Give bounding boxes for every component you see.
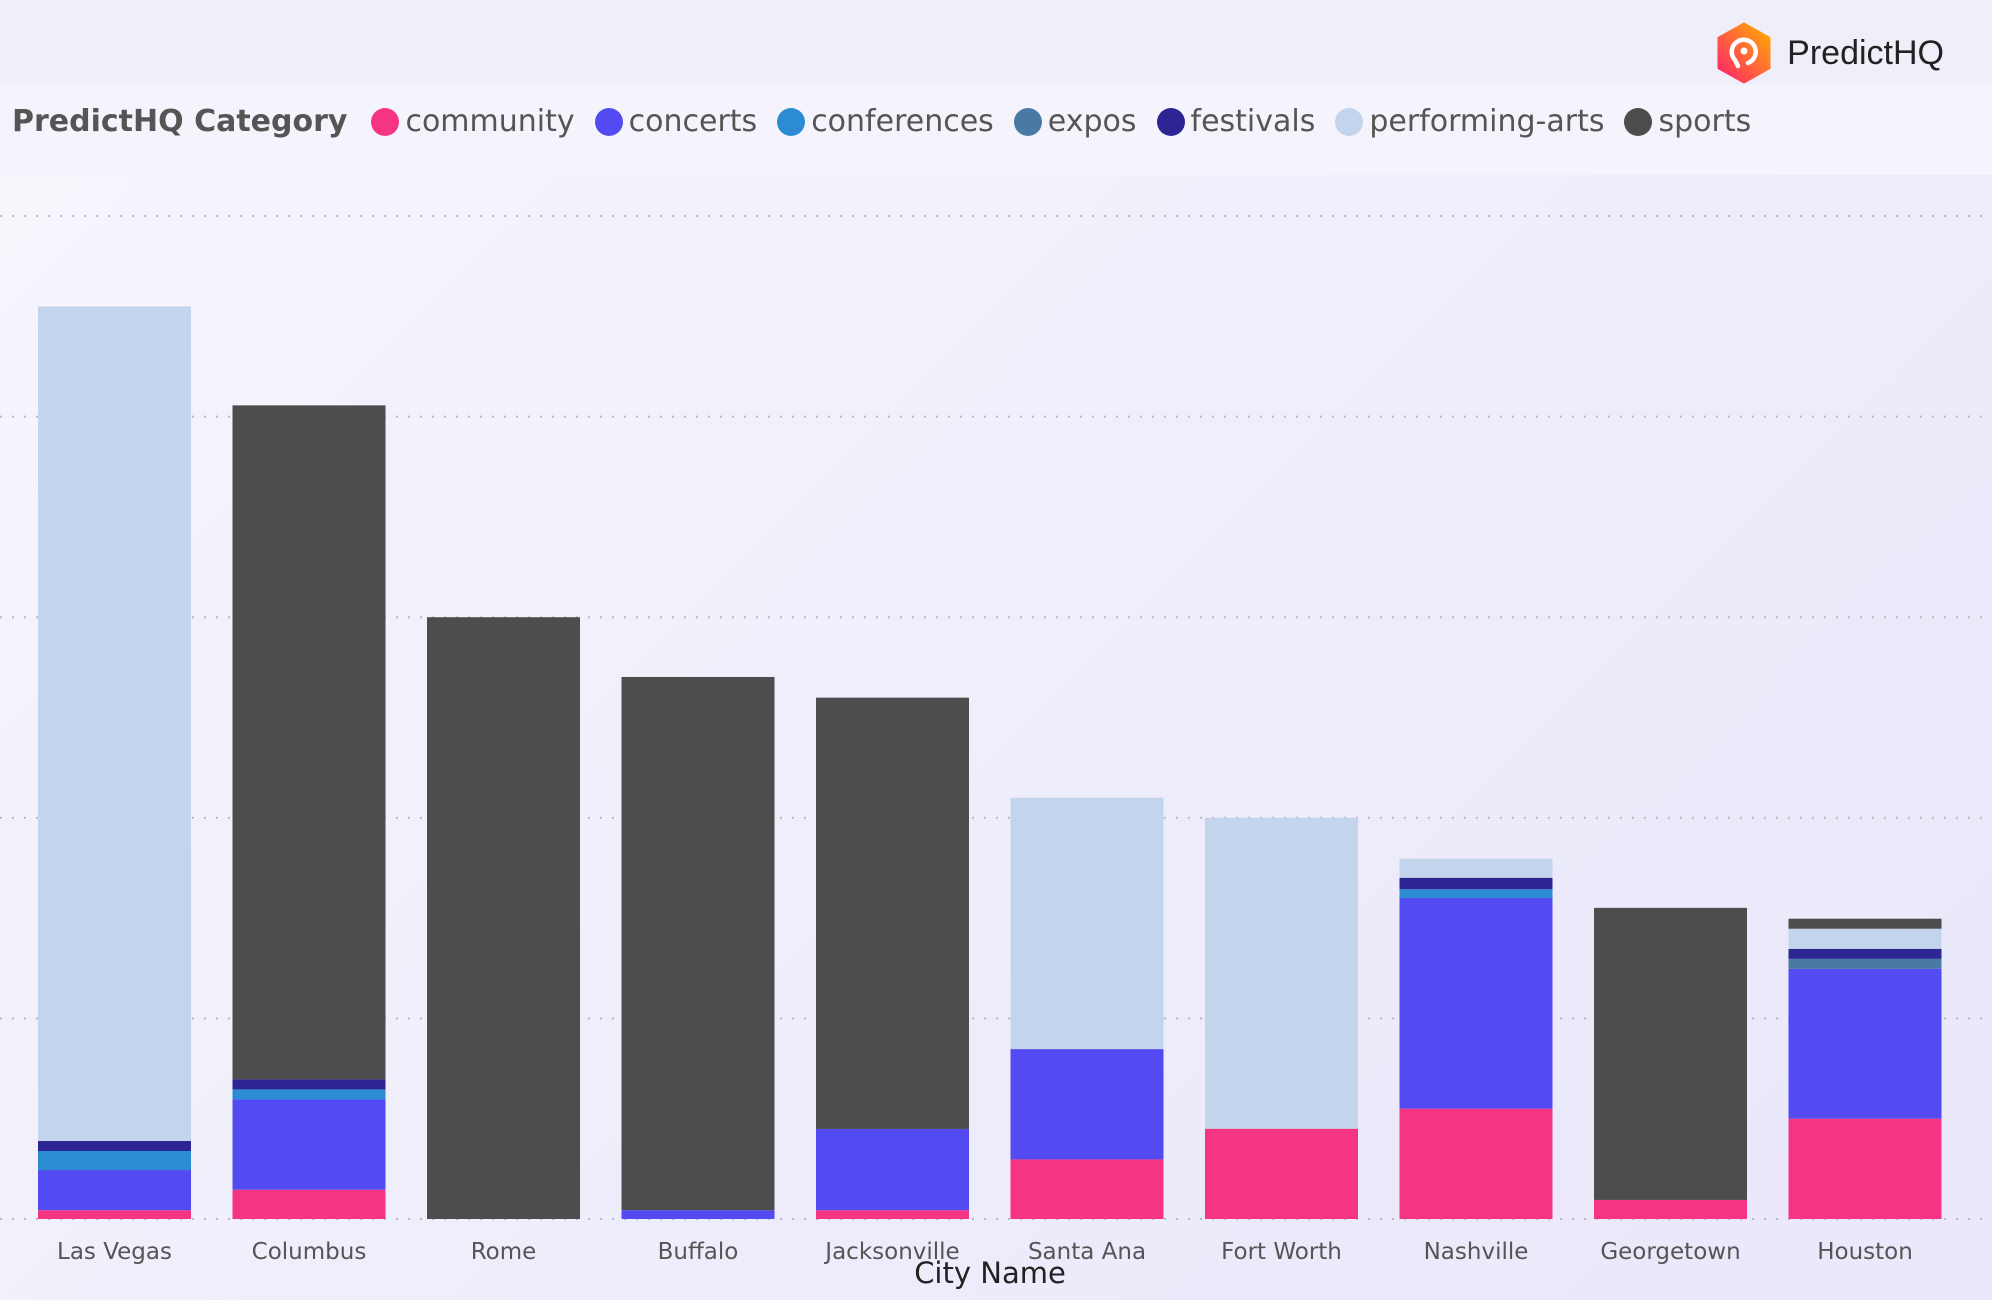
bar-segment-community — [1010, 1159, 1164, 1219]
legend-swatch — [1156, 107, 1185, 136]
x-tick-label: Rome — [471, 1239, 537, 1265]
bar-segment-conferences — [1399, 889, 1553, 899]
legend-band — [0, 85, 1992, 175]
legend-item-community[interactable]: community — [371, 104, 575, 139]
legend-label: concerts — [628, 104, 758, 139]
legend-item-expos[interactable]: expos — [1013, 104, 1137, 139]
bar-segment-community — [1205, 1128, 1358, 1219]
bar-segment-community — [1788, 1118, 1942, 1219]
x-tick-label: Columbus — [252, 1239, 367, 1265]
bar-segment-performing-arts — [1205, 817, 1358, 1129]
bar-segment-community — [1594, 1199, 1747, 1219]
bar-segment-sports — [427, 617, 580, 1219]
x-tick-label: Nashville — [1424, 1239, 1529, 1265]
bar-segment-community — [38, 1210, 191, 1219]
legend-item-conferences[interactable]: conferences — [777, 104, 994, 139]
bar-segment-expos — [1788, 958, 1942, 969]
legend-label: conferences — [811, 104, 994, 139]
bar-segment-sports — [816, 697, 969, 1129]
bar-segment-performing-arts — [1788, 928, 1942, 949]
bar-segment-community — [232, 1189, 386, 1219]
predicthq-logo-icon — [1717, 22, 1771, 84]
bar-segment-concerts — [816, 1128, 969, 1211]
legend-label: expos — [1047, 104, 1137, 139]
bar-segment-performing-arts — [38, 306, 191, 1141]
bar-segment-community — [1399, 1108, 1553, 1219]
bar-segment-community — [816, 1210, 969, 1219]
bar-segment-festivals — [232, 1079, 386, 1090]
legend-swatch — [1335, 107, 1364, 136]
x-tick-label: Santa Ana — [1028, 1239, 1146, 1265]
bar-segment-concerts — [1788, 968, 1942, 1119]
bar-segment-conferences — [232, 1089, 386, 1100]
legend-label: performing-arts — [1369, 104, 1605, 139]
legend-swatch — [371, 107, 400, 136]
bar-segment-conferences — [38, 1150, 191, 1171]
x-tick-label: Las Vegas — [57, 1239, 172, 1265]
bar-segment-concerts — [232, 1099, 386, 1190]
bar-segment-festivals — [38, 1140, 191, 1151]
bar-segment-performing-arts — [1010, 797, 1164, 1050]
x-tick-label: Georgetown — [1600, 1239, 1740, 1265]
legend-label: sports — [1658, 104, 1752, 139]
x-tick-label: Houston — [1817, 1239, 1913, 1265]
x-tick-label: Jacksonville — [823, 1239, 959, 1265]
x-tick-label: Buffalo — [658, 1239, 739, 1265]
bar-segment-concerts — [621, 1210, 775, 1219]
header-band — [0, 0, 1992, 85]
bar-segment-festivals — [1788, 948, 1942, 959]
legend-item-festivals[interactable]: festivals — [1156, 104, 1316, 139]
legend-label: festivals — [1190, 104, 1316, 139]
legend-item-sports[interactable]: sports — [1624, 104, 1751, 139]
legend-item-performing-arts[interactable]: performing-arts — [1335, 104, 1604, 139]
predicthq-logo: PredictHQ — [1715, 22, 1944, 84]
bar-segment-festivals — [1399, 877, 1553, 890]
bar-segment-concerts — [1399, 898, 1553, 1109]
legend-swatch — [1013, 107, 1042, 136]
bar-segment-sports — [1788, 918, 1942, 929]
bar-segment-performing-arts — [1399, 858, 1553, 878]
x-tick-label: Fort Worth — [1221, 1239, 1342, 1265]
legend-swatch — [777, 107, 806, 136]
bar-segment-concerts — [38, 1170, 191, 1211]
bar-segment-sports — [232, 405, 386, 1080]
chart-legend: PredictHQ Category community concerts conf… — [12, 104, 1771, 139]
bar-segment-sports — [1594, 907, 1747, 1200]
legend-item-concerts[interactable]: concerts — [594, 104, 758, 139]
legend-title: PredictHQ Category — [12, 104, 348, 139]
x-axis-title: City Name — [914, 1256, 1066, 1290]
legend-label: community — [405, 104, 575, 139]
legend-swatch — [1624, 107, 1653, 136]
brand-name: PredictHQ — [1787, 33, 1944, 72]
bar-segment-sports — [621, 676, 775, 1211]
legend-swatch — [594, 107, 623, 136]
bar-segment-concerts — [1010, 1049, 1164, 1160]
